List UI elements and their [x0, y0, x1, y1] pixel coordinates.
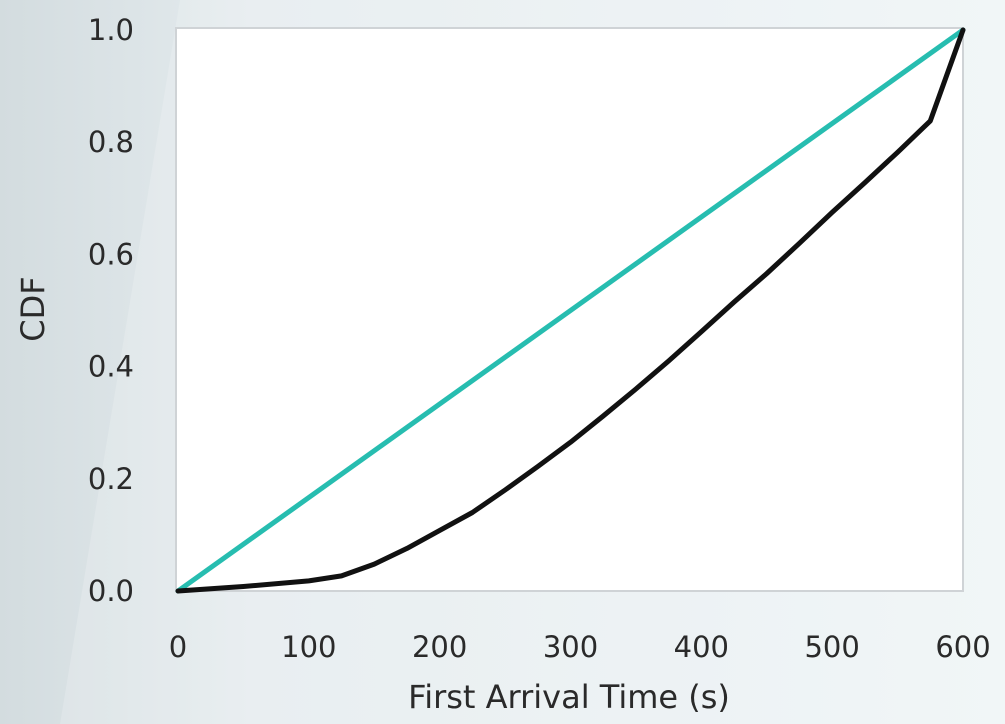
y-tick-label: 0.4: [88, 350, 134, 384]
x-tick-label: 200: [412, 630, 467, 664]
x-tick-label: 0: [169, 630, 187, 664]
y-tick-label: 1.0: [88, 13, 134, 47]
y-tick-label: 0.0: [88, 574, 134, 608]
y-tick-label: 0.2: [88, 462, 134, 496]
y-axis-ticks: 0.0 0.2 0.4 0.6 0.8 1.0: [88, 13, 134, 608]
y-tick-label: 0.8: [88, 125, 134, 159]
x-tick-label: 500: [804, 630, 859, 664]
x-tick-label: 400: [674, 630, 729, 664]
x-axis-title: First Arrival Time (s): [408, 678, 730, 716]
y-axis-title: CDF: [14, 276, 52, 341]
series-line-0: [175, 27, 966, 594]
series-layer: [175, 27, 966, 594]
y-tick-label: 0.6: [88, 237, 134, 271]
x-tick-label: 100: [281, 630, 336, 664]
series-line-1: [175, 27, 966, 594]
x-tick-label: 600: [935, 630, 990, 664]
x-tick-label: 300: [543, 630, 598, 664]
x-axis-ticks: 0 100 200 300 400 500 600: [169, 630, 991, 664]
